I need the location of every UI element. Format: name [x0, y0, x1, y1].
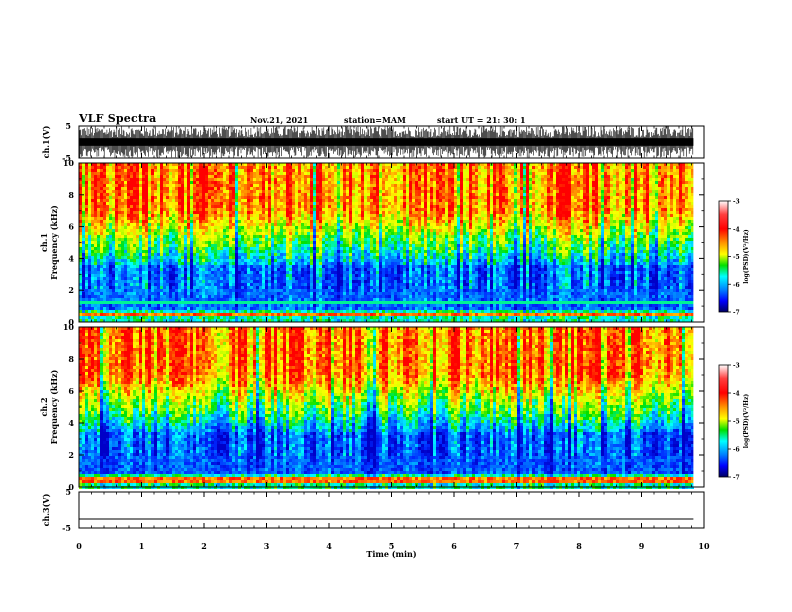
- station-label: station=MAM: [344, 115, 406, 125]
- colorbar-tick-label: -7: [733, 475, 740, 482]
- colorbar-tick-label: -3: [733, 363, 740, 370]
- colorbar-tick-label: -6: [733, 447, 740, 454]
- colorbar-tick-label: -4: [733, 226, 740, 233]
- colorbar-tick-label: -5: [733, 419, 740, 426]
- y-tick-label: 5: [65, 121, 71, 131]
- colorbar-tick-label: -3: [733, 199, 740, 206]
- figure-title: VLF Spectra: [79, 112, 156, 125]
- colorbar-tick-label: -5: [733, 254, 740, 261]
- x-tick-label: 0: [76, 541, 82, 551]
- y-tick-label: 0: [68, 482, 74, 492]
- x-tick-label: 10: [698, 541, 710, 551]
- x-tick-label: 4: [326, 541, 332, 551]
- colorbar-tick-label: -7: [733, 310, 740, 317]
- colorbar-tick-label: -6: [733, 282, 740, 289]
- waveform-ch1: [78, 126, 694, 158]
- y-tick-label: 4: [68, 418, 74, 428]
- y-axis-label-frequency: Frequency (kHz): [49, 369, 59, 444]
- colorbar-label: log(PSD)(V²/Hz): [743, 229, 750, 284]
- y-axis-label-frequency: Frequency (kHz): [49, 205, 59, 280]
- y-tick-label: -5: [62, 153, 71, 163]
- spectrogram-empty-area: [693, 163, 704, 322]
- colorbar: [718, 364, 729, 478]
- x-tick-label: 5: [389, 541, 395, 551]
- y-tick-label: -5: [62, 523, 71, 533]
- y-tick-label: 2: [68, 450, 74, 460]
- x-axis-label: Time (min): [366, 549, 416, 559]
- panel-frame-ch3: [78, 491, 705, 529]
- y-tick-label: 8: [68, 190, 74, 200]
- colorbar-label: log(PSD)(V²/Hz): [743, 394, 750, 449]
- y-tick-label: 10: [63, 158, 75, 168]
- x-tick-label: 9: [639, 541, 645, 551]
- spectrogram-empty-area: [693, 327, 704, 487]
- spectrogram-ch2: [79, 327, 694, 489]
- colorbar-tick-label: -4: [733, 391, 740, 398]
- y-tick-label: 5: [65, 487, 71, 497]
- y-axis-label: ch.1(V): [41, 125, 51, 158]
- y-tick-label: 4: [68, 253, 74, 263]
- x-tick-label: 6: [451, 541, 457, 551]
- y-tick-label: 6: [68, 222, 74, 232]
- y-tick-label: 10: [63, 322, 75, 332]
- date-label: Nov.21, 2021: [250, 115, 308, 125]
- spectrogram-ch1: [79, 163, 694, 322]
- y-tick-label: 8: [68, 354, 74, 364]
- x-tick-label: 3: [264, 541, 270, 551]
- x-tick-label: 8: [576, 541, 582, 551]
- start-time-label: start UT = 21: 30: 1: [437, 115, 526, 125]
- x-tick-label: 7: [514, 541, 520, 551]
- y-tick-label: 2: [68, 285, 74, 295]
- y-tick-label: 0: [68, 317, 74, 327]
- x-tick-label: 2: [201, 541, 207, 551]
- y-axis-label-channel: ch.2: [39, 397, 49, 416]
- y-axis-label-channel: ch.1: [39, 233, 49, 252]
- y-tick-label: 6: [68, 386, 74, 396]
- x-tick-label: 1: [139, 541, 145, 551]
- y-axis-label: ch.3(V): [41, 493, 51, 526]
- colorbar: [718, 200, 729, 313]
